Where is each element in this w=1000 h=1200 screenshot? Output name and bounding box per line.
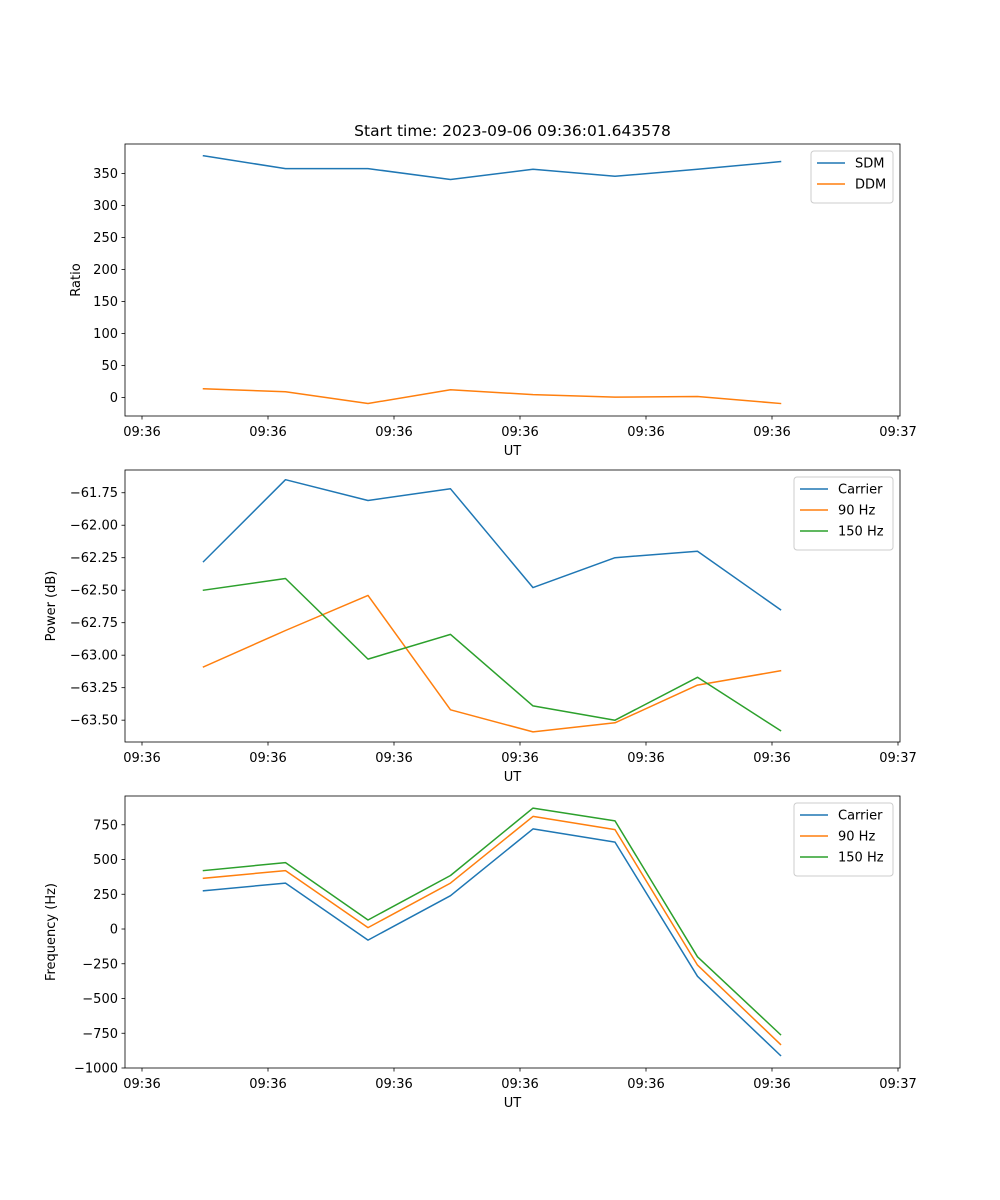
x-tick-label: 09:36 (627, 1077, 664, 1092)
y-tick-label: 250 (93, 231, 118, 246)
x-tick-label: 09:37 (879, 751, 916, 766)
legend-label: DDM (855, 178, 886, 193)
series-line-sdm (202, 154, 782, 181)
legend-label: 90 Hz (838, 830, 875, 845)
y-tick-label: −500 (82, 992, 118, 1007)
x-tick-label: 09:36 (123, 751, 160, 766)
x-tick-label: 09:36 (375, 751, 412, 766)
legend-label: 150 Hz (838, 851, 884, 866)
x-tick-label: 09:36 (627, 751, 664, 766)
x-tick-label: 09:37 (879, 425, 916, 440)
x-tick-label: 09:36 (249, 751, 286, 766)
chart-title: Start time: 2023-09-06 09:36:01.643578 (354, 122, 671, 140)
y-tick-label: 200 (93, 263, 118, 278)
y-tick-label: −62.00 (70, 519, 118, 534)
series-line-90-hz (202, 815, 782, 1046)
x-tick-label: 09:36 (123, 425, 160, 440)
axes-frame (124, 469, 901, 743)
legend-label: Carrier (838, 809, 883, 824)
y-tick-label: 150 (93, 295, 118, 310)
y-tick-label: −62.50 (70, 584, 118, 599)
series-line-carrier (202, 828, 782, 1057)
x-tick-label: 09:36 (627, 425, 664, 440)
x-axis-label: UT (504, 1096, 522, 1111)
legend: Carrier 90 Hz 150 Hz (793, 802, 894, 877)
x-tick-label: 09:36 (501, 751, 538, 766)
series-line-ddm (202, 388, 782, 405)
y-tick-label: −63.25 (70, 681, 118, 696)
x-tick-label: 09:36 (249, 1077, 286, 1092)
y-tick-label: 50 (101, 359, 118, 374)
x-tick-label: 09:36 (375, 1077, 412, 1092)
y-axis-label: Power (dB) (44, 571, 59, 642)
axes-frame (124, 143, 901, 417)
y-tick-label: −63.50 (70, 714, 118, 729)
x-tick-label: 09:37 (879, 1077, 916, 1092)
legend-box (810, 150, 894, 204)
x-tick-label: 09:36 (375, 425, 412, 440)
y-tick-label: 0 (110, 923, 118, 938)
x-tick-label: 09:36 (501, 1077, 538, 1092)
y-axis-label: Frequency (Hz) (44, 883, 59, 981)
x-tick-label: 09:36 (501, 425, 538, 440)
series-line-carrier (202, 478, 782, 611)
series-line-90-hz (202, 594, 782, 733)
y-tick-label: 350 (93, 167, 118, 182)
y-tick-label: 750 (93, 818, 118, 833)
y-axis-label: Ratio (69, 263, 84, 296)
y-tick-label: 500 (93, 853, 118, 868)
legend-label: SDM (855, 157, 884, 172)
legend: SDM DDM (810, 150, 894, 204)
x-tick-label: 09:36 (753, 425, 790, 440)
legend-label: 150 Hz (838, 525, 884, 540)
x-axis-label: UT (504, 444, 522, 459)
y-tick-label: −750 (82, 1027, 118, 1042)
x-tick-label: 09:36 (123, 1077, 160, 1092)
legend-label: Carrier (838, 483, 883, 498)
chart-panel-1: Start time: 2023-09-06 09:36:01.643578 0 5… (69, 122, 917, 459)
y-tick-label: −61.75 (70, 486, 118, 501)
y-tick-label: −1000 (74, 1062, 118, 1077)
chart-panel-2: −63.50 −63.25 −63.00 −62.75 −62.50 −62.25 −62.… (44, 469, 917, 785)
chart-panel-3: −1000 −750 −500 −250 0 250 500 750 09:36 09:36 09:… (44, 795, 917, 1111)
y-tick-label: 100 (93, 327, 118, 342)
series-line-150-hz (202, 807, 782, 1036)
x-tick-label: 09:36 (249, 425, 286, 440)
axes-frame (124, 795, 901, 1069)
y-tick-label: −63.00 (70, 649, 118, 664)
x-tick-label: 09:36 (753, 751, 790, 766)
y-tick-label: −250 (82, 957, 118, 972)
series-line-150-hz (202, 577, 782, 732)
legend-label: 90 Hz (838, 504, 875, 519)
legend: Carrier 90 Hz 150 Hz (793, 476, 894, 551)
x-tick-label: 09:36 (753, 1077, 790, 1092)
x-axis-label: UT (504, 770, 522, 785)
y-tick-label: −62.25 (70, 551, 118, 566)
y-tick-label: −62.75 (70, 616, 118, 631)
y-tick-label: 0 (110, 391, 118, 406)
y-tick-label: 300 (93, 199, 118, 214)
y-tick-label: 250 (93, 888, 118, 903)
